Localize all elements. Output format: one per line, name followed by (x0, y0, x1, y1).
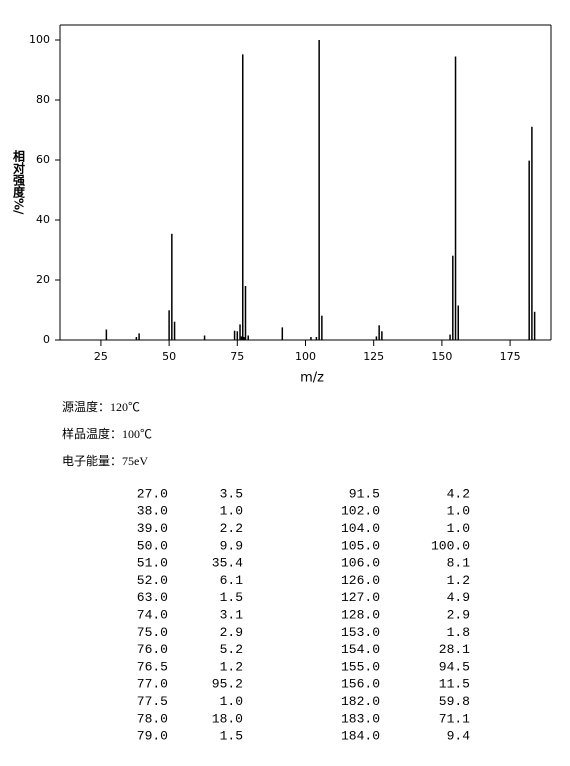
table-cell: 3.5 (220, 486, 243, 501)
table-cell: 102.0 (341, 504, 380, 519)
table-cell: 77.0 (137, 677, 168, 692)
x-axis-label: m/z (300, 371, 324, 386)
table-cell: 71.1 (439, 711, 470, 726)
table-cell: 79.0 (137, 729, 168, 744)
table-cell: 18.0 (212, 711, 243, 726)
table-cell: 9.4 (447, 729, 471, 744)
table-cell: 1.2 (220, 659, 243, 674)
table-cell: 75.0 (137, 625, 168, 640)
table-cell: 9.9 (220, 538, 243, 553)
table-cell: 39.0 (137, 521, 168, 536)
table-cell: 1.5 (220, 590, 243, 605)
y-tick-label: 0 (43, 333, 50, 346)
table-cell: 1.0 (220, 504, 243, 519)
table-cell: 94.5 (439, 659, 470, 674)
x-tick-label: 100 (295, 350, 316, 363)
x-tick-label: 125 (363, 350, 384, 363)
table-cell: 1.8 (447, 625, 470, 640)
table-cell: 2.9 (447, 608, 470, 623)
table-cell: 3.1 (220, 608, 244, 623)
table-cell: 184.0 (341, 729, 380, 744)
y-tick-label: 100 (29, 33, 50, 46)
y-tick-label: 40 (36, 213, 50, 226)
table-cell: 4.2 (447, 486, 470, 501)
table-cell: 126.0 (341, 573, 380, 588)
table-cell: 105.0 (341, 538, 380, 553)
table-cell: 76.5 (137, 659, 168, 674)
table-cell: 100.0 (431, 538, 470, 553)
table-cell: 128.0 (341, 608, 380, 623)
table-cell: 11.5 (439, 677, 470, 692)
table-cell: 6.1 (220, 573, 244, 588)
info-line: 样品温度：100℃ (62, 426, 152, 441)
table-cell: 183.0 (341, 711, 380, 726)
table-cell: 1.0 (220, 694, 243, 709)
table-cell: 5.2 (220, 642, 243, 657)
table-cell: 51.0 (137, 556, 168, 571)
table-cell: 1.2 (447, 573, 470, 588)
table-cell: 106.0 (341, 556, 380, 571)
table-cell: 74.0 (137, 608, 168, 623)
table-cell: 153.0 (341, 625, 380, 640)
table-cell: 95.2 (212, 677, 243, 692)
table-cell: 27.0 (137, 486, 168, 501)
table-cell: 76.0 (137, 642, 168, 657)
y-axis-label: 相对强度%/ (12, 149, 26, 215)
table-cell: 77.5 (137, 694, 168, 709)
x-tick-label: 175 (500, 350, 521, 363)
table-cell: 104.0 (341, 521, 380, 536)
table-cell: 28.1 (439, 642, 470, 657)
x-tick-label: 75 (230, 350, 244, 363)
table-cell: 91.5 (349, 486, 380, 501)
table-cell: 38.0 (137, 504, 168, 519)
y-tick-label: 20 (36, 273, 50, 286)
y-tick-label: 80 (36, 93, 50, 106)
table-cell: 156.0 (341, 677, 380, 692)
table-cell: 182.0 (341, 694, 380, 709)
table-cell: 1.0 (447, 504, 470, 519)
table-cell: 155.0 (341, 659, 380, 674)
x-tick-label: 25 (94, 350, 108, 363)
y-tick-label: 60 (36, 153, 50, 166)
table-cell: 8.1 (447, 556, 471, 571)
info-line: 源温度：120℃ (62, 399, 140, 414)
table-cell: 1.5 (220, 729, 243, 744)
table-cell: 59.8 (439, 694, 470, 709)
x-tick-label: 50 (162, 350, 176, 363)
table-cell: 78.0 (137, 711, 168, 726)
table-cell: 2.2 (220, 521, 243, 536)
table-cell: 63.0 (137, 590, 168, 605)
table-cell: 2.9 (220, 625, 243, 640)
table-cell: 127.0 (341, 590, 380, 605)
table-cell: 52.0 (137, 573, 168, 588)
table-cell: 154.0 (341, 642, 380, 657)
table-cell: 35.4 (212, 556, 243, 571)
x-tick-label: 150 (431, 350, 452, 363)
table-cell: 50.0 (137, 538, 168, 553)
info-line: 电子能量：75eV (62, 454, 148, 468)
table-cell: 4.9 (447, 590, 470, 605)
table-cell: 1.0 (447, 521, 470, 536)
